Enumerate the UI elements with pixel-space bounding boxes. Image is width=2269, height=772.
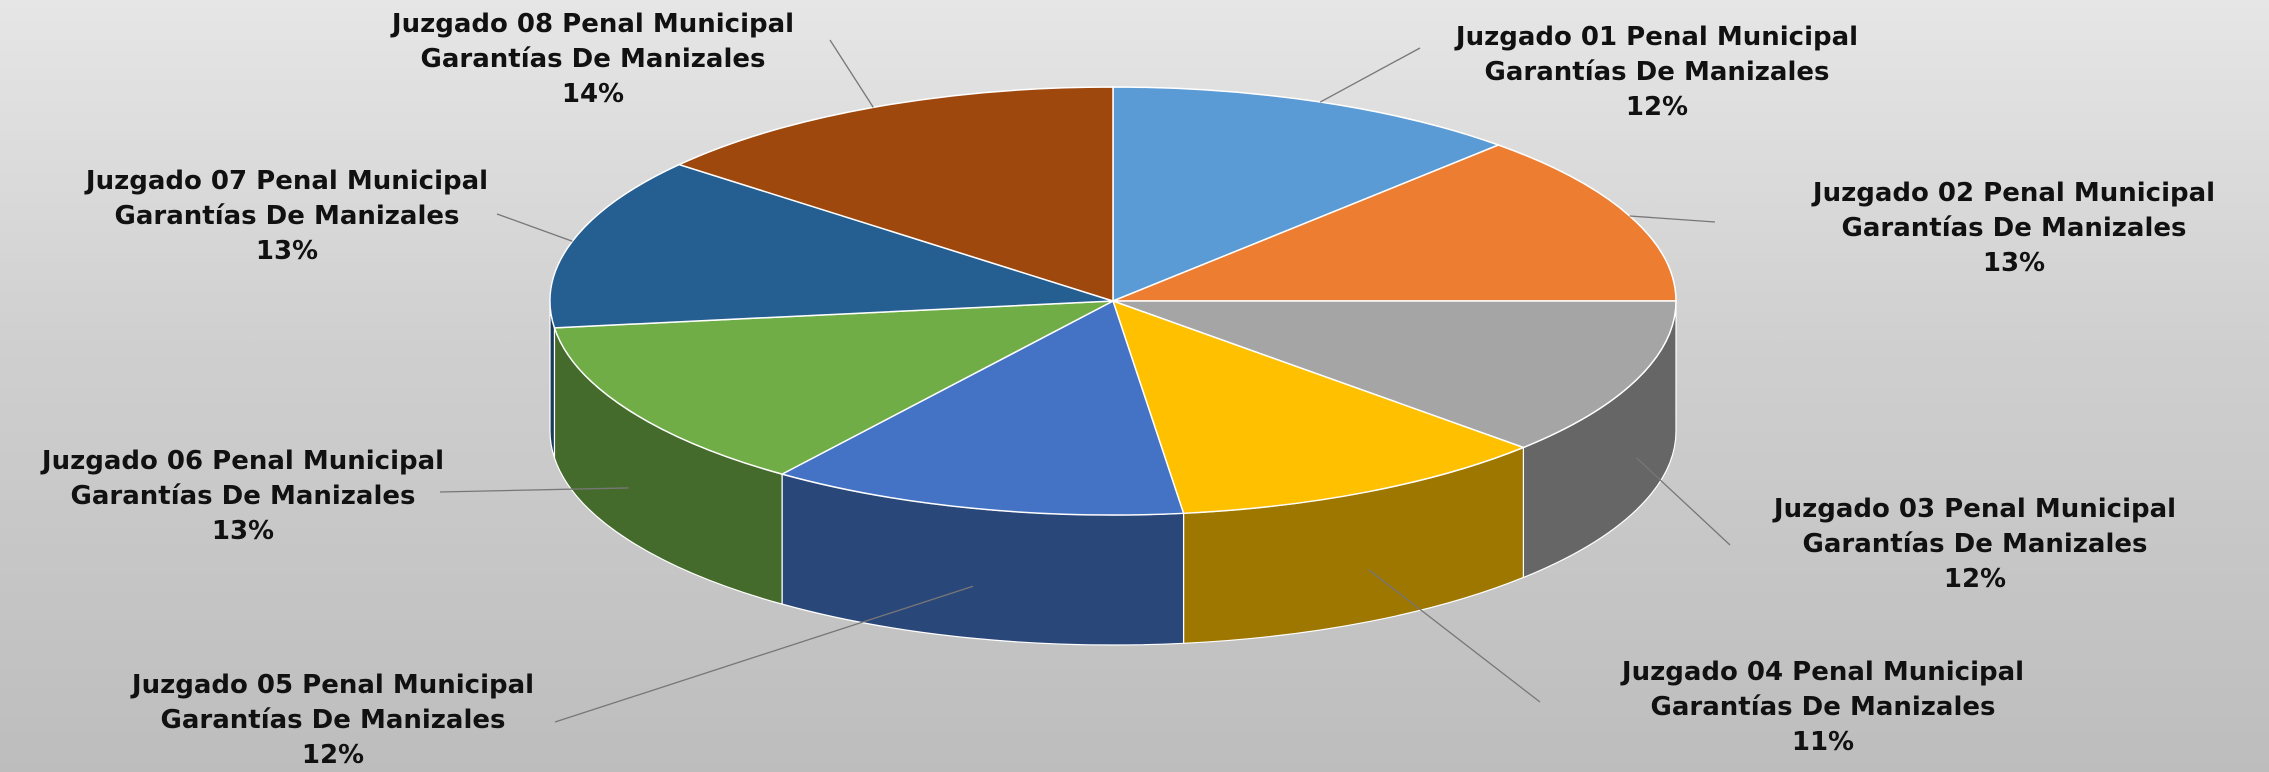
slice-label: Juzgado 04 Penal Municipal Garantías De …: [1621, 657, 2025, 722]
leader-line: [829, 39, 874, 108]
slice-label: Juzgado 02 Penal Municipal Garantías De …: [1812, 178, 2216, 243]
slice-value-label: 11%: [1791, 727, 1855, 757]
slice-value-label: 12%: [1943, 564, 2007, 594]
slice: [780, 299, 1185, 516]
slice-label: Juzgado 05 Penal Municipal Garantías De …: [131, 670, 535, 735]
slice-label: Juzgado 03 Penal Municipal Garantías De …: [1773, 494, 2177, 559]
slice-value-label: 14%: [561, 79, 625, 109]
slice-value-label: 13%: [1982, 248, 2046, 278]
slice-value-label: 13%: [255, 236, 319, 266]
leader-line: [554, 585, 974, 723]
leader-line: [439, 487, 629, 493]
slice-label: Juzgado 01 Penal Municipal Garantías De …: [1455, 22, 1859, 87]
slice: [1111, 299, 1526, 515]
slice: [1112, 300, 1677, 449]
slice: [553, 300, 1114, 475]
leader-line: [1319, 47, 1421, 103]
slice: [1112, 144, 1677, 302]
leader-line: [1636, 457, 1731, 546]
slice-value-label: 12%: [301, 740, 365, 770]
slice-label: Juzgado 07 Penal Municipal Garantías De …: [85, 166, 489, 231]
leader-line: [496, 213, 573, 242]
leader-line: [1368, 569, 1541, 703]
slice-value-label: 13%: [211, 516, 275, 546]
slice-label: Juzgado 06 Penal Municipal Garantías De …: [41, 446, 445, 511]
slice: [1112, 86, 1501, 303]
leader-line: [1629, 215, 1716, 223]
slice-value-label: 12%: [1625, 92, 1689, 122]
slice-label: Juzgado 08 Penal Municipal Garantías De …: [391, 9, 795, 74]
